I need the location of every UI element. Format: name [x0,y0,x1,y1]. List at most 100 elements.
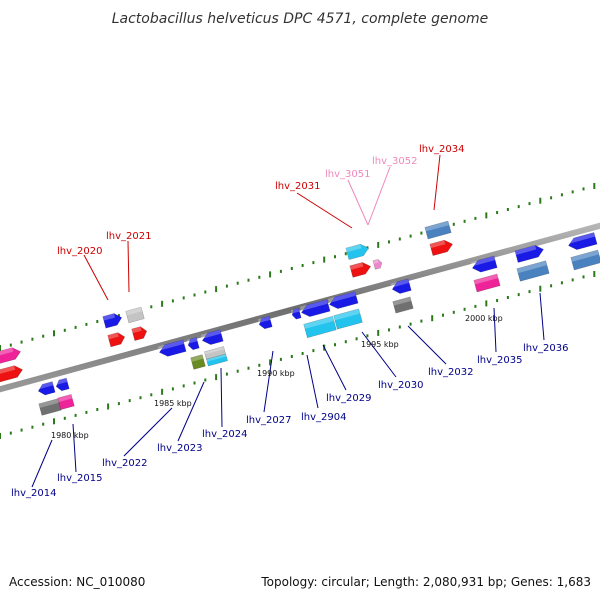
gene-feature[interactable] [125,306,145,324]
gene-feature-highlight [299,299,329,311]
gene-feature-shape [372,259,383,270]
gene-feature-highlight [157,339,185,351]
gene-feature[interactable] [38,398,62,416]
leader-line [407,325,447,365]
leader-line [263,350,274,413]
gene-feature[interactable] [392,296,414,314]
gene-feature-shape [258,315,273,330]
gene-feature[interactable] [186,337,200,351]
gene-feature-shape [159,339,187,357]
gene-feature[interactable] [372,259,383,270]
gene-feature-highlight [566,232,596,244]
gene-feature-highlight [327,291,357,303]
gene-features [0,220,600,416]
gene-feature[interactable] [473,273,501,293]
gene-feature[interactable] [470,255,498,274]
gene-label[interactable]: lhv_3052 [372,156,417,167]
gene-feature[interactable] [516,260,550,282]
gene-label[interactable]: lhv_2022 [102,458,147,469]
leader-line [367,166,391,226]
gene-feature[interactable] [327,291,359,311]
leader-line [127,240,130,293]
leader-line [72,423,77,473]
gene-feature[interactable] [514,244,545,263]
gene-feature[interactable] [57,394,75,410]
gene-feature[interactable] [157,339,187,358]
gene-label[interactable]: lhv_2023 [157,443,202,454]
genome-summary-text: Topology: circular; Length: 2,080,931 bp… [260,575,591,589]
gene-feature-highlight [38,398,60,408]
gene-feature[interactable] [424,220,452,240]
gene-label[interactable]: lhv_2035 [477,355,522,366]
gene-feature[interactable] [290,307,302,320]
gene-label[interactable]: lhv_2029 [326,393,371,404]
gene-feature[interactable] [345,242,370,261]
gene-feature[interactable] [303,315,337,339]
gene-label[interactable]: lhv_2030 [378,380,423,391]
gene-feature[interactable] [570,249,600,271]
gene-feature-highlight [392,296,412,306]
position-marker: 1980 kbp [51,431,89,440]
gene-feature[interactable] [0,364,24,383]
gene-feature-shape [102,313,123,329]
gene-label[interactable]: lhv_2014 [11,488,56,499]
gene-feature[interactable] [257,315,273,330]
leader-line [347,179,369,226]
map-title: Lactobacillus helveticus DPC 4571, compl… [112,11,489,27]
gene-feature[interactable] [54,377,70,392]
gene-feature[interactable] [349,261,372,278]
gene-feature[interactable] [0,346,22,365]
gene-feature[interactable] [429,238,454,257]
gene-feature-highlight [0,347,14,357]
gene-label[interactable]: lhv_2020 [57,246,102,257]
gene-feature[interactable] [190,354,206,370]
gene-feature-shape [125,306,145,324]
gene-feature-highlight [349,262,364,270]
gene-feature-shape [37,381,56,396]
gene-feature-highlight [390,278,410,288]
gene-feature-highlight [200,329,222,339]
gene-feature[interactable] [566,232,598,252]
gene-feature-shape [568,232,598,250]
gene-label[interactable]: lhv_2027 [246,415,291,426]
gene-feature-shape [473,273,501,293]
gene-label[interactable]: lhv_2031 [275,181,320,192]
genome-backbone [0,222,600,393]
gene-label[interactable]: lhv_2036 [523,343,568,354]
gene-label[interactable]: lhv_2034 [419,144,464,155]
gene-feature[interactable] [36,381,56,397]
leader-line [433,154,441,211]
gene-label[interactable]: lhv_3051 [325,169,370,180]
gene-feature[interactable] [102,312,124,329]
gene-feature-highlight [470,256,496,267]
gene-label[interactable]: lhv_2024 [202,429,247,440]
gene-feature-highlight [102,313,116,321]
gene-label[interactable]: lhv_2032 [428,367,473,378]
gene-label[interactable]: lhv_2904 [301,412,346,423]
position-marker: 2000 kbp [465,314,503,323]
gene-feature-shape [57,394,75,410]
gene-feature-shape [429,239,454,257]
gene-label[interactable]: lhv_2021 [106,231,151,242]
gene-feature-highlight [36,381,54,390]
gene-feature-shape [303,315,337,339]
leader-line [493,307,497,353]
gene-feature-highlight [0,365,16,375]
gene-feature-shape [471,255,498,273]
gene-label[interactable]: lhv_2015 [57,473,102,484]
gene-feature[interactable] [200,329,224,347]
gene-feature[interactable] [107,331,127,348]
gene-feature-highlight [514,245,537,255]
gene-feature-shape [333,308,363,330]
gene-feature[interactable] [131,325,149,341]
gene-feature-highlight [107,332,119,340]
gene-feature-highlight [57,394,73,403]
leader-line [177,381,205,442]
gene-feature[interactable] [299,299,331,319]
gene-feature[interactable] [390,278,412,295]
gene-feature[interactable] [333,308,363,330]
gene-feature[interactable] [206,353,228,367]
gene-feature-highlight [257,316,271,323]
position-marker: 1985 kbp [154,399,192,408]
